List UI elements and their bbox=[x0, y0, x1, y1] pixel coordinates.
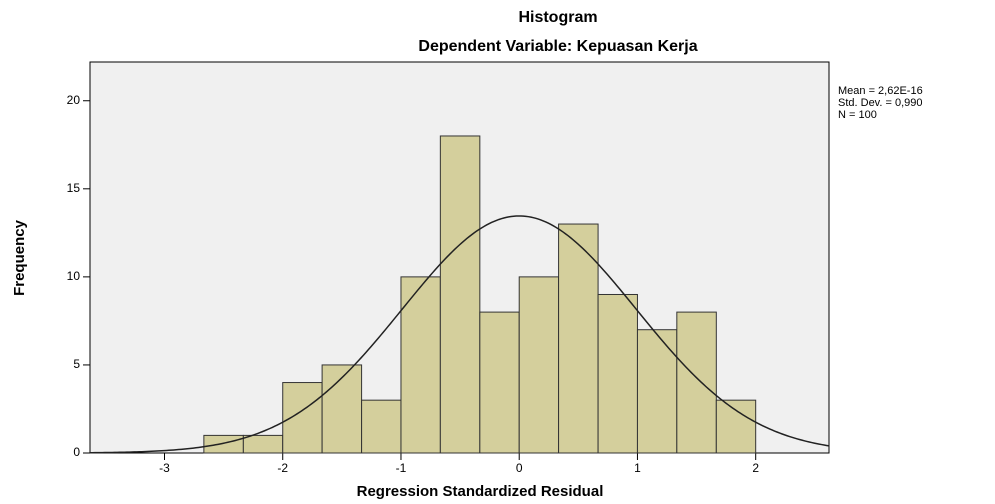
bar bbox=[636, 329, 678, 454]
bar bbox=[242, 434, 284, 454]
bar bbox=[518, 276, 560, 454]
x-tick-label: 1 bbox=[634, 461, 641, 475]
stat-label: N = 100 bbox=[838, 109, 877, 121]
stat-label: Mean = 2,62E-16 bbox=[838, 85, 923, 97]
y-tick-label: 20 bbox=[67, 93, 81, 107]
bar bbox=[203, 434, 244, 454]
bar bbox=[361, 399, 402, 454]
stat-label: Std. Dev. = 0,990 bbox=[838, 97, 923, 109]
bar bbox=[597, 293, 638, 454]
normal-curve bbox=[89, 215, 830, 454]
bar bbox=[282, 382, 323, 454]
x-tick-label: -2 bbox=[277, 461, 288, 475]
x-tick-label: -1 bbox=[396, 461, 407, 475]
chart-subtitle: Dependent Variable: Kepuasan Kerja bbox=[418, 38, 697, 55]
bar bbox=[439, 135, 481, 454]
x-tick-label: 0 bbox=[516, 461, 523, 475]
chart-title: Histogram bbox=[518, 9, 597, 26]
bar bbox=[479, 311, 520, 454]
y-axis-label: Frequency bbox=[11, 219, 28, 296]
y-tick-label: 0 bbox=[73, 445, 80, 459]
y-tick-label: 5 bbox=[73, 357, 80, 371]
x-tick-label: 2 bbox=[752, 461, 759, 475]
bar bbox=[715, 399, 757, 454]
bar bbox=[676, 311, 717, 454]
x-tick-label: -3 bbox=[159, 461, 170, 475]
x-axis-label: Regression Standardized Residual bbox=[357, 483, 604, 500]
bar bbox=[321, 364, 363, 454]
y-tick-label: 15 bbox=[67, 181, 81, 195]
bar bbox=[558, 223, 599, 454]
y-tick-label: 10 bbox=[67, 269, 81, 283]
